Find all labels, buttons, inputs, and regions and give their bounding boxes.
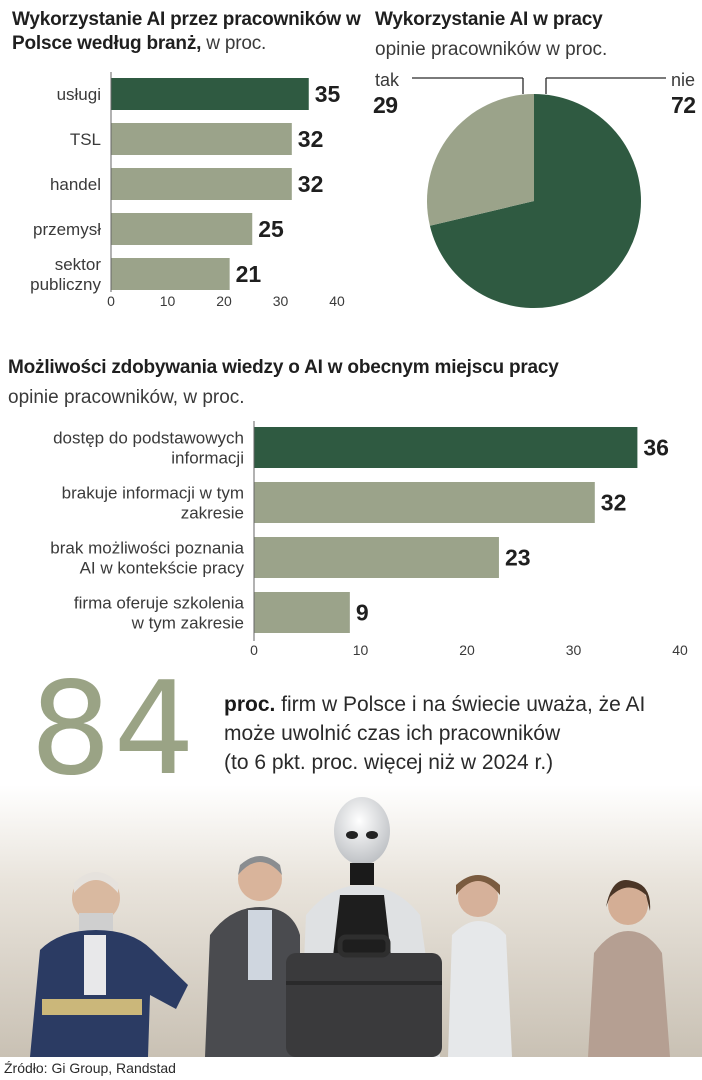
category-label-4: firma oferuje szkolenia [74, 594, 245, 613]
x-tick-label: 0 [250, 642, 258, 658]
bar-value-1: 36 [643, 435, 669, 461]
x-tick-label: 40 [329, 293, 345, 309]
stat-line1: firm w Polsce i na świecie uważa, że AI [275, 693, 646, 716]
stat-text: proc. firm w Polsce i na świecie uważa, … [224, 690, 694, 777]
chart3-title: Możliwości zdobywania wiedzy o AI w obec… [8, 357, 559, 378]
category-label-3: handel [50, 175, 101, 194]
bar-1 [111, 78, 309, 110]
bar-1 [254, 427, 638, 468]
tak-label: tak [375, 70, 400, 90]
bar-3 [254, 537, 499, 578]
bar-value-3: 32 [298, 171, 324, 197]
bar-3 [111, 168, 292, 200]
x-tick-label: 30 [566, 642, 582, 658]
robot [286, 797, 442, 1057]
category-label-5: publiczny [30, 275, 101, 294]
category-label-3: brak możliwości poznania [50, 539, 244, 558]
stat-line3: (to 6 pkt. proc. więcej niż w 2024 r.) [224, 751, 554, 774]
x-tick-label: 0 [107, 293, 115, 309]
category-label-4: przemysł [33, 220, 101, 239]
bar-value-4: 9 [356, 600, 369, 626]
category-label-2: TSL [70, 130, 101, 149]
x-tick-label: 30 [273, 293, 289, 309]
tak-value: 29 [373, 92, 398, 118]
x-tick-label: 20 [216, 293, 232, 309]
chart1-title: Wykorzystanie AI przez pracowników w Pol… [12, 8, 372, 56]
stat-number: 84 [30, 655, 197, 804]
chart3-subtitle: opinie pracowników, w proc. [8, 387, 245, 408]
category-label-1: usługi [57, 85, 101, 104]
nie-label: nie [671, 70, 696, 90]
bar-value-5: 21 [236, 261, 262, 287]
person-left [30, 872, 188, 1057]
bar-value-1: 35 [315, 81, 341, 107]
pie-slice-nie [429, 94, 641, 308]
bar-2 [111, 123, 292, 155]
person-third [448, 875, 512, 1057]
nie-value: 72 [671, 92, 696, 118]
category-label-3: AI w kontekście pracy [80, 559, 245, 578]
x-tick-label: 10 [160, 293, 176, 309]
chart1-title-unit: w proc. [201, 33, 267, 54]
chart2-subtitle: opinie pracowników w proc. [375, 39, 608, 60]
pie-slice-tak [427, 94, 534, 226]
stat-unit: proc. [224, 693, 276, 716]
category-label-1: dostęp do podstawowych [53, 429, 244, 448]
chart1-plot: 35 usługi 32 TSL 32 handel 25 przemysł 21 sektorp… [30, 72, 345, 309]
bar-4 [111, 213, 253, 245]
category-label-4: w tym zakresie [131, 614, 244, 633]
bar-5 [111, 258, 230, 290]
pie-slices [427, 94, 641, 308]
bar-value-4: 25 [258, 216, 284, 242]
stat-line2: może uwolnić czas ich pracowników [224, 722, 561, 745]
person-right [588, 880, 670, 1057]
bar-value-2: 32 [601, 490, 627, 516]
bar-value-3: 23 [505, 545, 531, 571]
person-second [205, 856, 300, 1057]
category-label-1: informacji [171, 449, 244, 468]
chart2-plot [412, 77, 666, 308]
source-note: Źródło: Gi Group, Randstad [4, 1060, 176, 1076]
chart1-title-bold: Wykorzystanie AI przez pracowników w Pol… [12, 9, 361, 54]
x-tick-label: 10 [353, 642, 369, 658]
bar-value-2: 32 [298, 126, 324, 152]
category-label-2: brakuje informacji w tym [62, 484, 244, 503]
bar-4 [254, 592, 350, 633]
chart2-title: Wykorzystanie AI w pracy [375, 9, 603, 30]
category-label-2: zakresie [181, 504, 244, 523]
bar-2 [254, 482, 595, 523]
x-tick-label: 20 [459, 642, 475, 658]
x-tick-label: 40 [672, 642, 688, 658]
category-label-5: sektor [55, 255, 102, 274]
photo-waiting-room-robot [0, 785, 702, 1057]
